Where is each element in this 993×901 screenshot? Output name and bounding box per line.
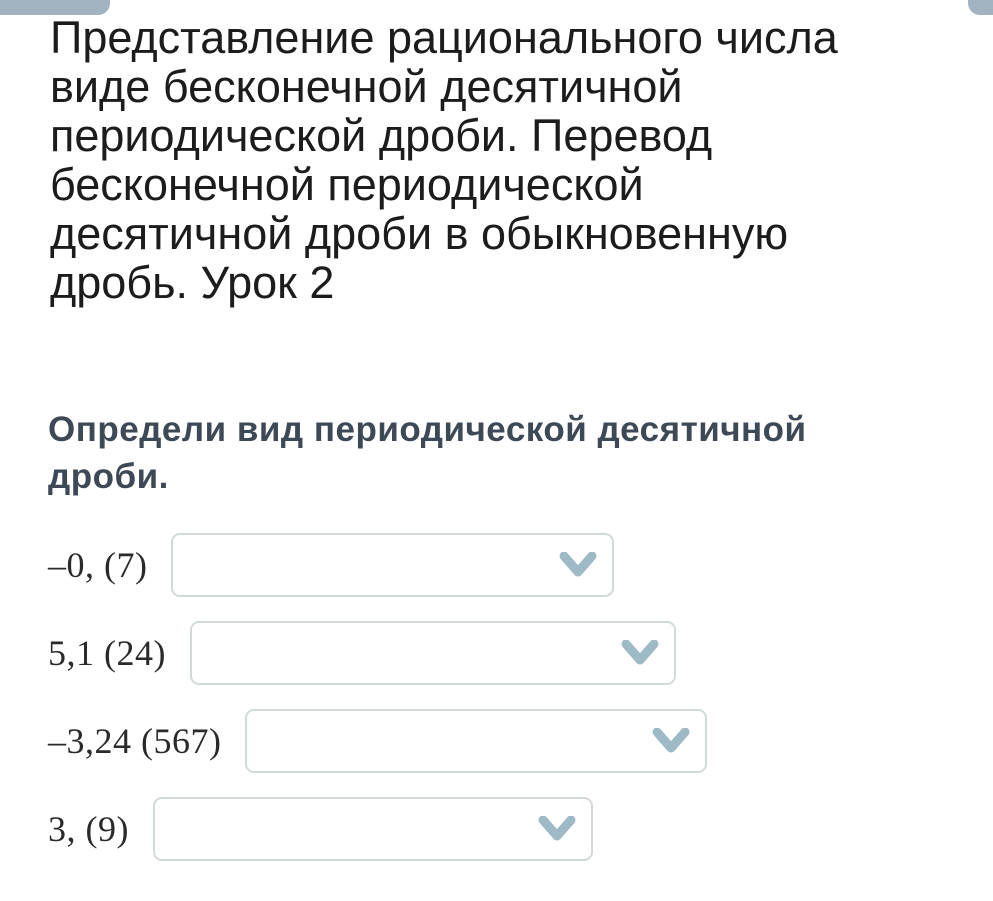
chevron-down-icon — [538, 816, 576, 841]
chevron-down-icon — [652, 728, 690, 753]
fraction-label-3: –3,24 (567) — [48, 721, 222, 761]
chevron-down-icon — [621, 640, 659, 665]
answer-dropdown-4[interactable] — [152, 797, 593, 861]
lesson-title: Представление рационального числа виде б… — [50, 12, 838, 308]
top-right-tab — [968, 0, 993, 15]
chevron-down-icon — [559, 552, 597, 577]
fraction-label-1: –0, (7) — [48, 545, 148, 585]
question-text: Определи вид периодической десятичной др… — [48, 410, 807, 496]
fraction-label-4: 3, (9) — [48, 809, 129, 849]
answer-row-2: 5,1 (24) — [48, 621, 707, 685]
answer-dropdown-2[interactable] — [189, 621, 676, 685]
answer-row-4: 3, (9) — [48, 797, 707, 861]
answer-row-1: –0, (7) — [48, 533, 707, 597]
answer-dropdown-1[interactable] — [171, 533, 615, 597]
fraction-label-2: 5,1 (24) — [48, 633, 166, 673]
answer-row-3: –3,24 (567) — [48, 709, 708, 773]
top-left-tab — [0, 0, 110, 15]
answer-dropdown-3[interactable] — [245, 709, 708, 773]
answer-rows: –0, (7) 5,1 (24) –3,24 (567) 3, (9) — [48, 533, 708, 885]
